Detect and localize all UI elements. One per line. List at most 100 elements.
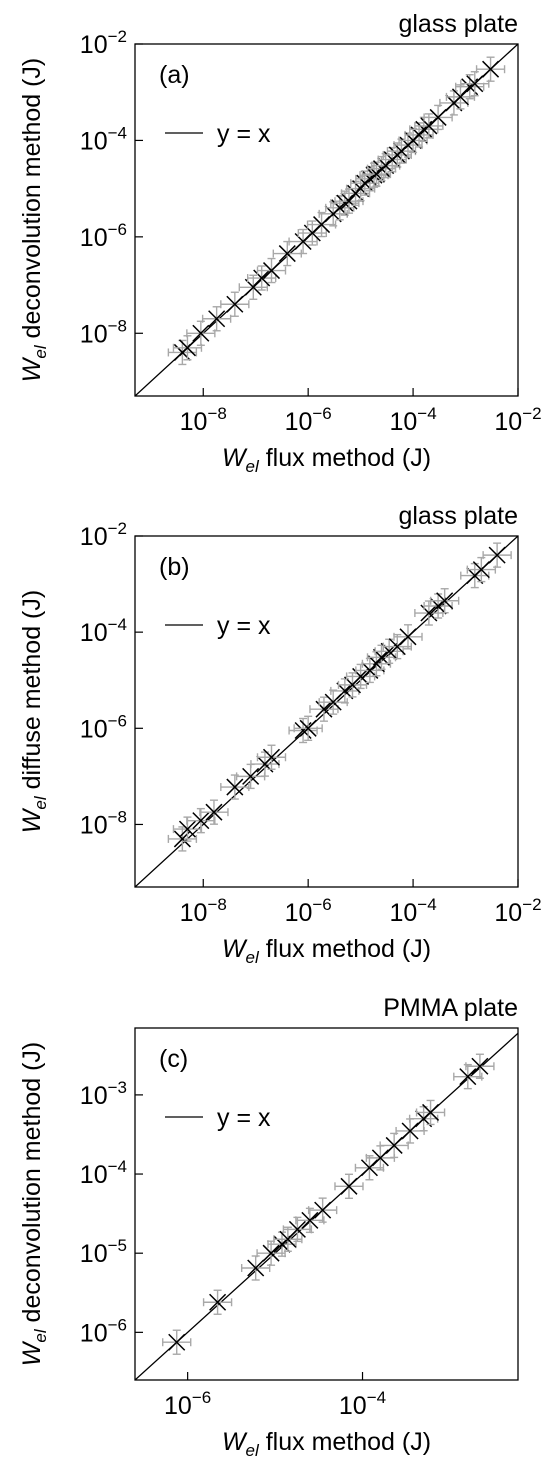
x-tick-label: 10−2 [494, 895, 541, 927]
x-marker-stroke [208, 310, 226, 328]
data-point [220, 291, 250, 317]
data-points [167, 542, 512, 852]
data-point [460, 71, 490, 97]
x-marker-stroke [429, 108, 447, 126]
x-tick-label: 10−8 [180, 404, 227, 436]
x-marker-stroke [385, 1136, 403, 1154]
x-marker-stroke [278, 245, 296, 263]
data-point [162, 1329, 192, 1355]
x-tick-label: 10−6 [285, 895, 332, 927]
x-marker-stroke [459, 1068, 477, 1086]
y-tick-label: 10−4 [80, 1157, 127, 1189]
y-tick-label: 10−8 [80, 316, 127, 348]
x-marker-stroke [482, 60, 500, 78]
y-tick-label: 10−2 [80, 519, 127, 551]
x-marker-stroke [301, 1211, 319, 1229]
y-tick-label: 10−3 [80, 1078, 127, 1110]
x-marker-stroke [399, 628, 417, 646]
y-tick-label: 10−6 [80, 1315, 127, 1347]
data-point [365, 1145, 396, 1171]
legend-label: y = x [217, 1104, 271, 1132]
data-point [172, 335, 203, 361]
panel-label: (a) [159, 61, 190, 89]
legend-label: y = x [217, 612, 271, 640]
corner-title: glass plate [398, 502, 518, 530]
data-point [256, 744, 287, 770]
data-point [475, 56, 506, 82]
x-marker-stroke [488, 546, 506, 564]
x-marker-stroke [422, 1103, 440, 1121]
chart-panel-3: PMMA plate (c) y = x 10−6 10−4 10−6 10−5 10−4 10… [18, 994, 519, 1459]
data-point [429, 588, 460, 614]
y-tick-label: 10−8 [80, 807, 127, 839]
data-point [235, 763, 266, 790]
x-marker-stroke [314, 1201, 332, 1219]
data-point [414, 600, 444, 626]
x-tick-label: 10−2 [494, 404, 541, 436]
x-axis-label: Wel flux method (J) [222, 1428, 431, 1459]
x-marker-stroke [288, 1220, 306, 1238]
x-marker-stroke [178, 820, 196, 838]
x-marker-stroke [315, 700, 333, 718]
data-point [201, 306, 232, 332]
x-marker-stroke [209, 1293, 227, 1311]
data-point [293, 715, 323, 742]
data-point [379, 1132, 409, 1159]
x-marker-stroke [178, 339, 196, 357]
x-tick-label: 10−4 [339, 1388, 386, 1420]
data-point [415, 1099, 446, 1126]
x-tick-label: 10−4 [389, 404, 436, 436]
y-axis-label: Wel diffuse method (J) [18, 590, 50, 833]
data-point [282, 1216, 313, 1243]
data-point [482, 542, 512, 568]
data-point [288, 717, 318, 744]
plot-frame [134, 43, 519, 397]
y-tick-label: 10−2 [80, 27, 127, 59]
x-tick-label: 10−8 [180, 895, 227, 927]
x-marker-stroke [371, 1149, 389, 1167]
x-tick-label: 10−6 [285, 404, 332, 436]
x-marker-stroke [247, 1259, 265, 1277]
x-axis-label: Wel flux method (J) [222, 444, 431, 476]
data-point [466, 556, 497, 583]
x-marker-stroke [372, 160, 391, 178]
x-marker-stroke [226, 295, 244, 313]
x-marker-stroke [192, 324, 210, 342]
x-marker-stroke [226, 778, 244, 796]
data-point [345, 175, 376, 202]
chart-panel-1: glass plate (a) y = x 10−8 10−6 10−4 10−2 10−8 1… [18, 10, 542, 476]
data-point [453, 1063, 483, 1090]
corner-title: glass plate [398, 10, 518, 38]
data-point [307, 1197, 338, 1223]
y-tick-label: 10−6 [80, 711, 127, 743]
data-point [295, 1207, 325, 1234]
data-point [272, 240, 302, 267]
x-marker-stroke [340, 1177, 358, 1195]
plot-frame [134, 535, 519, 888]
data-points [162, 1053, 495, 1355]
chart-panel-2: glass plate (b) y = x 10−8 10−6 10−4 10−2 10−8 1… [18, 502, 542, 967]
y-tick-label: 10−6 [80, 220, 127, 252]
x-marker-stroke [472, 561, 490, 579]
data-point [202, 1289, 233, 1315]
data-point [199, 799, 229, 825]
x-tick-label: 10−6 [164, 1388, 211, 1420]
x-marker-stroke [205, 803, 223, 821]
x-marker-stroke [168, 1333, 186, 1351]
data-points [167, 56, 506, 366]
x-marker-stroke [262, 748, 281, 766]
y-tick-label: 10−4 [80, 123, 127, 155]
legend-label: y = x [217, 120, 271, 148]
x-marker-stroke [299, 719, 317, 737]
x-marker-stroke [242, 767, 260, 785]
x-marker-stroke [466, 75, 484, 93]
data-point [167, 826, 198, 852]
data-point [423, 104, 453, 131]
x-marker-stroke [420, 604, 438, 622]
y-tick-label: 10−5 [80, 1236, 127, 1268]
panel-label: (c) [159, 1045, 188, 1073]
x-marker-stroke [192, 812, 210, 830]
x-marker-stroke [436, 592, 454, 610]
